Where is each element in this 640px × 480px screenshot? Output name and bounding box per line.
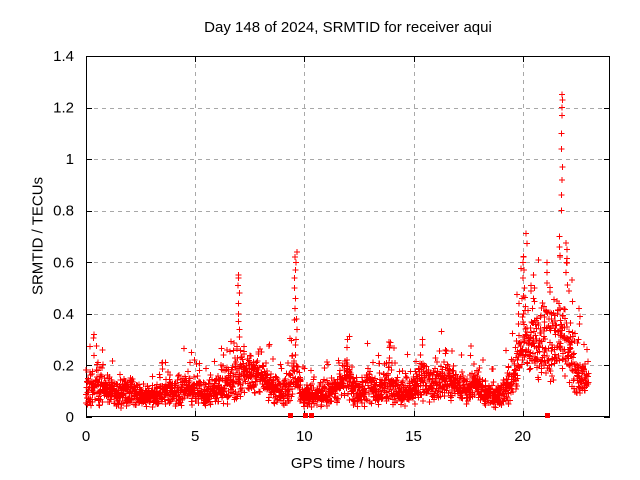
x-tick-label: 15 (405, 428, 422, 445)
zero-flag-markers (288, 413, 550, 418)
tick-marks (86, 56, 610, 418)
chart-title: Day 148 of 2024, SRMTID for receiver aqu… (204, 19, 492, 36)
y-tick-label: 0.4 (53, 306, 74, 323)
y-tick-label: 0.8 (53, 203, 74, 220)
x-tick-label: 5 (191, 428, 199, 445)
zero-flag-square (303, 413, 308, 418)
zero-flag-square (288, 413, 293, 418)
x-axis-label: GPS time / hours (290, 455, 406, 472)
y-tick-label: 1.2 (53, 100, 74, 117)
y-tick-label: 0.2 (53, 357, 74, 374)
tick-labels: 0 0.2 0.4 0.6 0.8 1 1.2 1.4 0 5 10 15 20 (53, 48, 531, 445)
y-tick-label: 1.4 (53, 48, 74, 65)
zero-flag-square (309, 413, 314, 418)
x-tick-label: 20 (514, 428, 531, 445)
y-tick-label: 1 (66, 151, 74, 168)
scatter-points (83, 91, 592, 411)
y-tick-label: 0 (66, 409, 74, 426)
x-tick-label: 0 (82, 428, 90, 445)
y-tick-label: 0.6 (53, 254, 74, 271)
plot-border (86, 56, 610, 417)
x-tick-label: 10 (296, 428, 313, 445)
zero-flag-square (545, 413, 550, 418)
